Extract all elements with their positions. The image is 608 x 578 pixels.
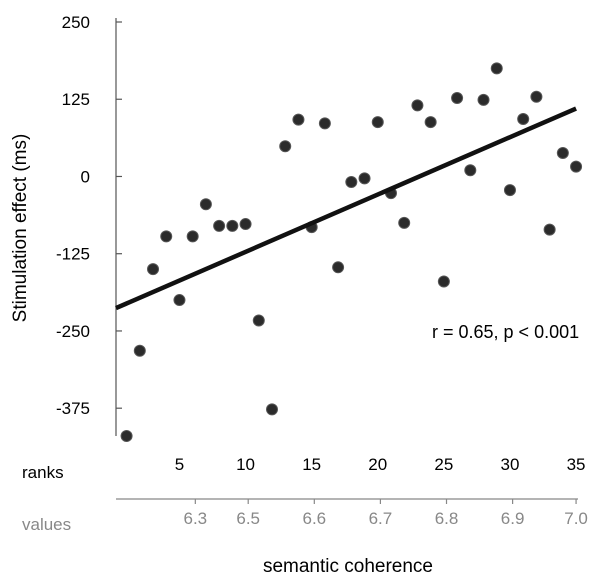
values-row-label: values	[22, 515, 71, 534]
data-points	[120, 62, 583, 442]
data-point	[371, 116, 384, 129]
y-tick-label: 125	[62, 90, 90, 109]
regression-line	[115, 106, 577, 311]
data-point	[226, 219, 239, 232]
value-tick-label: 6.5	[236, 509, 260, 528]
data-point	[279, 140, 292, 153]
x-axis-title: semantic coherence	[263, 556, 433, 577]
y-tick-label: 250	[62, 13, 90, 32]
data-point	[543, 223, 556, 236]
rank-tick-label: 20	[368, 455, 387, 474]
rank-tick-label: 25	[434, 455, 453, 474]
y-tick-label: -375	[56, 399, 90, 418]
data-point	[213, 219, 226, 232]
data-point	[556, 146, 569, 159]
y-tick-label: -250	[56, 322, 90, 341]
rank-tick-label: 35	[567, 455, 586, 474]
rank-tick-label: 15	[302, 455, 321, 474]
data-point	[160, 230, 173, 243]
y-tick-label: 0	[81, 167, 90, 186]
data-point	[133, 344, 146, 357]
data-point	[173, 294, 186, 307]
data-point	[332, 261, 345, 274]
value-tick-label: 6.9	[501, 509, 525, 528]
data-point	[345, 176, 358, 189]
value-tick-label: 6.7	[369, 509, 393, 528]
data-point	[464, 164, 477, 177]
value-tick-label: 7.0	[564, 509, 588, 528]
data-point	[411, 99, 424, 112]
data-point	[437, 275, 450, 288]
data-point	[266, 403, 278, 416]
data-point	[120, 430, 133, 442]
value-tick-label: 6.3	[184, 509, 208, 528]
data-point	[252, 314, 265, 327]
values-ticks: 6.3 6.5 6.6 6.7 6.8 6.9 7.0	[184, 499, 588, 528]
rank-tick-label: 5	[175, 455, 184, 474]
data-point	[186, 230, 199, 243]
y-tick-label: -125	[56, 245, 90, 264]
y-ticks: 250 125 0 -125 -250 -375	[56, 13, 122, 418]
data-point	[570, 160, 583, 173]
data-point	[517, 113, 530, 126]
data-point	[451, 92, 464, 105]
rank-tick-label: 30	[501, 455, 520, 474]
data-point	[318, 117, 331, 130]
data-point	[147, 263, 160, 276]
rank-tick-label: 10	[236, 455, 255, 474]
values-axis-row: values 6.3 6.5 6.6 6.7 6.8 6.9 7.0	[22, 498, 588, 534]
data-point	[199, 198, 212, 211]
data-point	[530, 90, 543, 103]
data-point	[503, 184, 516, 197]
value-tick-label: 6.8	[435, 509, 459, 528]
data-point	[398, 216, 411, 229]
data-point	[490, 62, 503, 75]
data-point	[239, 218, 252, 231]
data-point	[424, 116, 437, 129]
ranks-tick-labels: 5 10 15 20 25 30 35	[175, 455, 586, 474]
data-point	[358, 172, 371, 185]
y-axis: 250 125 0 -125 -250 -375	[56, 13, 122, 436]
data-point	[477, 93, 490, 106]
ranks-axis-row: ranks 5 10 15 20 25 30 35	[22, 455, 586, 482]
data-point	[292, 113, 305, 126]
ranks-row-label: ranks	[22, 463, 64, 482]
value-tick-label: 6.6	[302, 509, 326, 528]
y-axis-title: Stimulation effect (ms)	[10, 134, 31, 323]
correlation-annotation: r = 0.65, p < 0.001	[432, 322, 579, 342]
